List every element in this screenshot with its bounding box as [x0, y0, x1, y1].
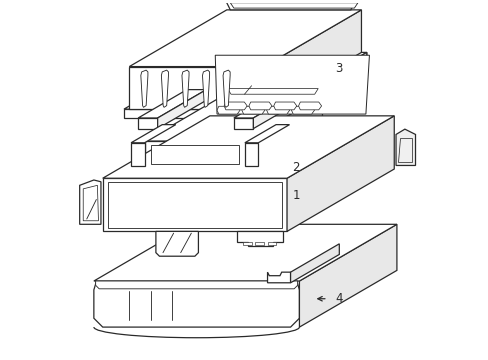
- Polygon shape: [129, 67, 264, 109]
- Polygon shape: [244, 96, 322, 168]
- Polygon shape: [202, 70, 209, 107]
- Polygon shape: [145, 96, 322, 141]
- Polygon shape: [182, 70, 189, 107]
- Polygon shape: [94, 281, 299, 327]
- Polygon shape: [269, 53, 366, 118]
- Polygon shape: [96, 281, 297, 289]
- Polygon shape: [233, 118, 253, 129]
- Polygon shape: [227, 89, 318, 94]
- Polygon shape: [224, 87, 320, 96]
- Polygon shape: [266, 106, 289, 114]
- Polygon shape: [80, 180, 101, 224]
- Polygon shape: [255, 242, 264, 245]
- Polygon shape: [298, 102, 321, 110]
- Polygon shape: [145, 141, 244, 168]
- Polygon shape: [286, 116, 393, 231]
- Polygon shape: [273, 102, 296, 110]
- Polygon shape: [141, 70, 147, 107]
- Polygon shape: [291, 106, 314, 114]
- Polygon shape: [242, 106, 264, 114]
- Polygon shape: [290, 244, 339, 283]
- Polygon shape: [138, 118, 157, 129]
- Polygon shape: [397, 138, 411, 162]
- Polygon shape: [244, 125, 289, 143]
- Polygon shape: [217, 106, 240, 114]
- Polygon shape: [226, 0, 354, 10]
- Polygon shape: [223, 70, 230, 107]
- Polygon shape: [94, 224, 396, 281]
- Polygon shape: [150, 145, 239, 164]
- Polygon shape: [267, 272, 290, 283]
- Polygon shape: [108, 182, 281, 228]
- Polygon shape: [395, 129, 415, 166]
- Polygon shape: [253, 90, 302, 129]
- Polygon shape: [124, 109, 269, 118]
- Polygon shape: [129, 10, 361, 67]
- Polygon shape: [157, 90, 206, 129]
- Polygon shape: [299, 224, 396, 327]
- Polygon shape: [102, 178, 286, 231]
- Polygon shape: [244, 143, 258, 166]
- Polygon shape: [224, 102, 246, 110]
- Polygon shape: [156, 231, 198, 256]
- Polygon shape: [230, 3, 357, 8]
- Polygon shape: [237, 231, 283, 246]
- Polygon shape: [161, 70, 168, 107]
- Polygon shape: [131, 125, 175, 143]
- Polygon shape: [267, 242, 276, 245]
- Text: 3: 3: [334, 62, 342, 75]
- Polygon shape: [138, 90, 206, 118]
- Text: 2: 2: [292, 161, 299, 174]
- Polygon shape: [83, 185, 98, 221]
- Polygon shape: [248, 102, 271, 110]
- Text: 4: 4: [334, 292, 342, 305]
- Polygon shape: [124, 53, 366, 109]
- Polygon shape: [264, 10, 361, 109]
- Polygon shape: [131, 143, 144, 166]
- Polygon shape: [215, 55, 369, 114]
- Polygon shape: [269, 53, 366, 118]
- Polygon shape: [102, 116, 393, 178]
- Text: 1: 1: [292, 189, 299, 202]
- Polygon shape: [233, 90, 302, 118]
- Polygon shape: [242, 242, 251, 245]
